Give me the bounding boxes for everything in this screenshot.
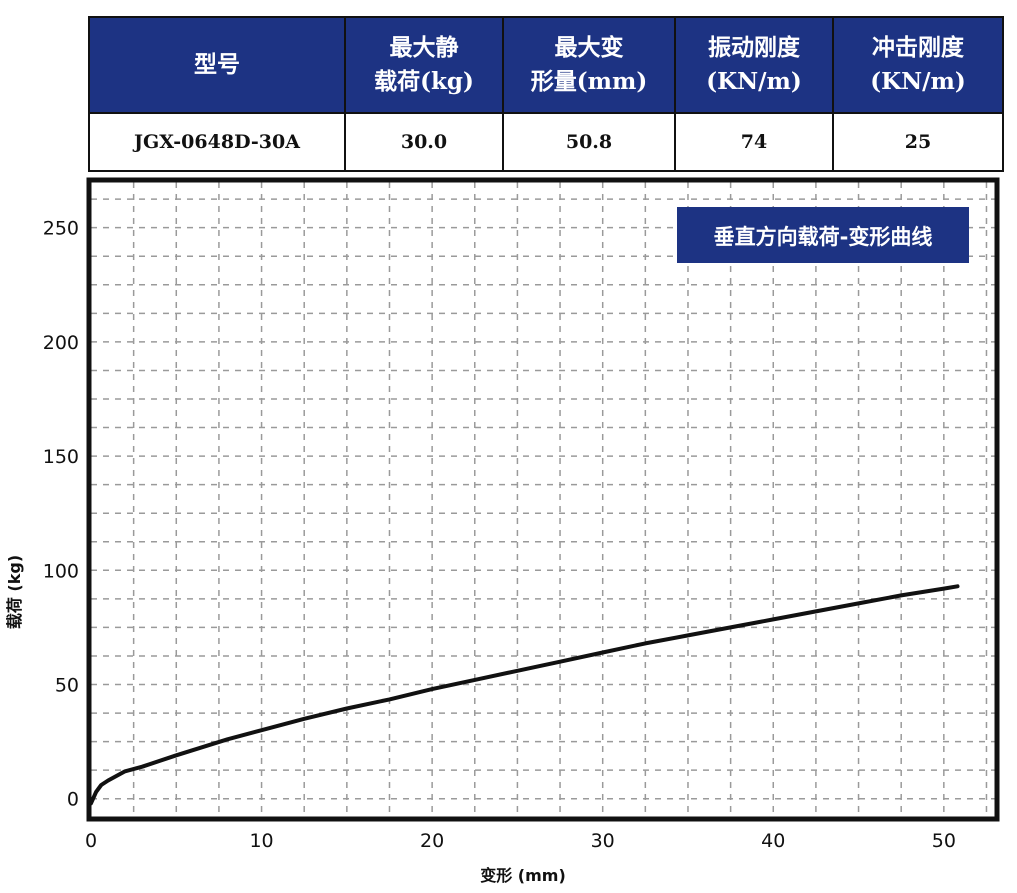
x-tick-label: 30 <box>591 830 615 852</box>
axis-ticks: 0 10 20 30 40 50 0 50 100 150 200 250 <box>43 218 956 852</box>
header-impact-stiffness: 冲击刚度 (KN/m) <box>832 16 1004 114</box>
y-tick-label: 0 <box>67 789 79 811</box>
chart-title-badge: 垂直方向载荷-变形曲线 <box>677 207 969 263</box>
x-tick-label: 50 <box>932 830 956 852</box>
header-max-deformation: 最大变 形量(mm) <box>502 16 676 114</box>
header-max-static-load: 最大静 载荷(kg) <box>344 16 504 114</box>
value-impact-stiffness: 25 <box>832 112 1004 172</box>
x-axis-title: 变形 (mm) <box>480 866 566 885</box>
load-deformation-curve <box>89 584 960 806</box>
value-max-deformation: 50.8 <box>502 112 676 172</box>
y-tick-label: 100 <box>43 560 79 582</box>
spec-header-row: 型号 最大静 载荷(kg) 最大变 形量(mm) 振动刚度 (KN/m) 冲击刚度 (K… <box>88 16 1004 114</box>
y-tick-label: 250 <box>43 218 79 240</box>
y-tick-label: 200 <box>43 332 79 354</box>
y-axis-title: 载荷 (kg) <box>5 555 24 629</box>
grid-lines <box>91 182 995 817</box>
chart-title: 垂直方向载荷-变形曲线 <box>714 225 933 249</box>
x-tick-label: 20 <box>420 830 444 852</box>
plot-frame <box>86 177 1000 822</box>
value-model: JGX-0648D-30A <box>88 112 346 172</box>
header-model: 型号 <box>88 16 346 114</box>
x-tick-label: 10 <box>249 830 273 852</box>
spec-value-row: JGX-0648D-30A 30.0 50.8 74 25 <box>88 112 1004 172</box>
y-tick-label: 150 <box>43 446 79 468</box>
spec-table: 型号 最大静 载荷(kg) 最大变 形量(mm) 振动刚度 (KN/m) 冲击刚度 (K… <box>88 16 1004 172</box>
x-tick-label: 0 <box>85 830 97 852</box>
header-vibration-stiffness: 振动刚度 (KN/m) <box>674 16 834 114</box>
chart-title-background <box>677 207 969 263</box>
value-max-static-load: 30.0 <box>344 112 504 172</box>
x-tick-label: 40 <box>761 830 785 852</box>
load-deformation-chart: 0 10 20 30 40 50 0 50 100 150 200 250 垂直方向载荷-变形曲线 变… <box>5 177 1000 885</box>
y-tick-label: 50 <box>55 675 79 697</box>
value-vibration-stiffness: 74 <box>674 112 834 172</box>
